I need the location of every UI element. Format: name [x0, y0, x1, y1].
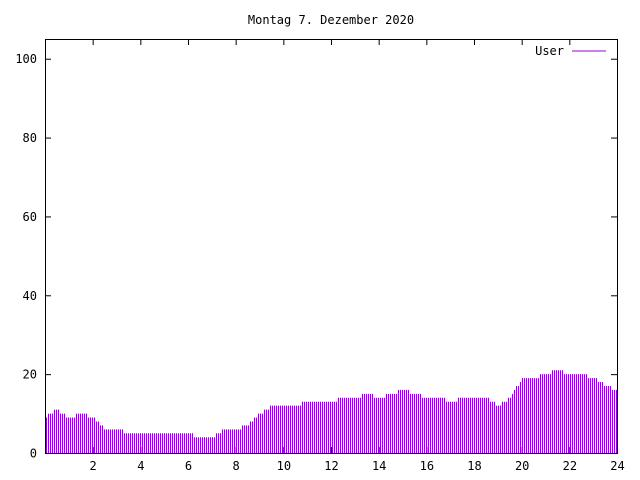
x-tick-label: 2	[90, 459, 97, 473]
legend-label: User	[535, 44, 564, 58]
y-tick-label: 0	[30, 447, 37, 461]
x-tick-label: 14	[372, 459, 386, 473]
y-axis: 0 20 40 60 80 100	[15, 52, 617, 461]
x-tick-label: 6	[185, 459, 192, 473]
x-tick-label: 24	[610, 459, 624, 473]
x-axis: 2 4 6 8 10 12 14 16 18 20 22 24	[90, 39, 625, 473]
chart-title: Montag 7. Dezember 2020	[248, 13, 414, 27]
y-tick-label: 20	[23, 368, 37, 382]
plot-frame	[45, 39, 618, 454]
y-tick-label: 60	[23, 210, 37, 224]
x-tick-label: 4	[137, 459, 144, 473]
x-tick-label: 20	[515, 459, 529, 473]
x-tick-label: 12	[324, 459, 338, 473]
y-tick-label: 80	[23, 131, 37, 145]
x-tick-label: 22	[563, 459, 577, 473]
series-bars	[46, 370, 617, 453]
x-tick-label: 18	[467, 459, 481, 473]
x-tick-label: 10	[277, 459, 291, 473]
y-tick-label: 100	[15, 52, 37, 66]
legend: User	[535, 44, 606, 58]
x-tick-label: 8	[233, 459, 240, 473]
x-tick-label: 16	[420, 459, 434, 473]
y-tick-label: 40	[23, 289, 37, 303]
